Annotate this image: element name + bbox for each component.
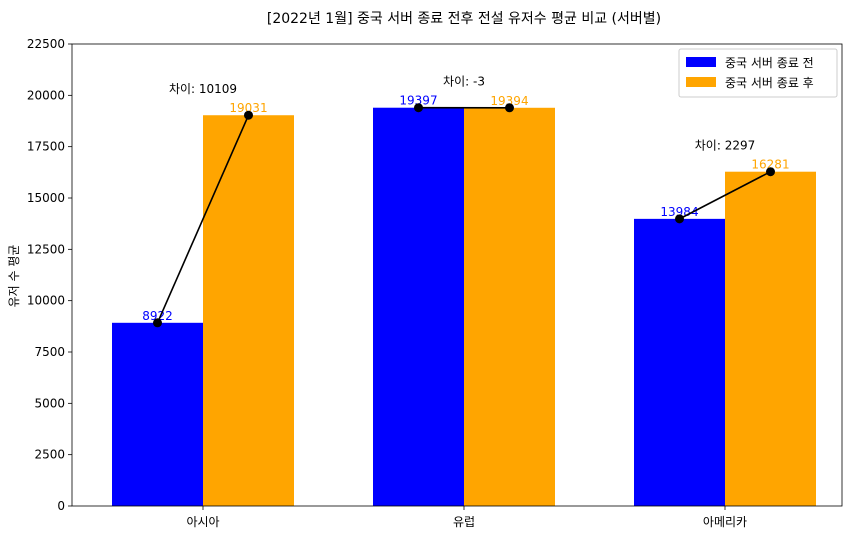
y-tick-label-5: 12500 xyxy=(27,242,65,256)
bar-value-label-1-0: 19031 xyxy=(229,101,267,115)
y-tick-label-7: 17500 xyxy=(27,140,65,154)
bar-value-label-0-0: 8922 xyxy=(142,309,173,323)
difference-label-1: 차이: -3 xyxy=(443,75,485,89)
bar-value-label-1-1: 19394 xyxy=(490,94,528,108)
bar-1-2 xyxy=(725,171,816,507)
difference-label-0: 차이: 10109 xyxy=(169,82,237,96)
legend-label-0: 중국 서버 종료 전 xyxy=(725,56,814,70)
marker-before-2 xyxy=(675,214,684,224)
bar-1-0 xyxy=(203,115,294,506)
y-axis-label: 유저 수 평균 xyxy=(7,245,21,308)
connector-line-2 xyxy=(679,170,771,220)
bar-1-1 xyxy=(464,107,555,506)
y-axis: 0 2500 5000 7500 10000 12500 15000 17500 20000 22… xyxy=(27,37,72,513)
bar-0-1 xyxy=(373,107,464,506)
bar-value-label-0-2: 13984 xyxy=(660,205,698,219)
marker-after-1 xyxy=(505,103,514,113)
legend-swatch-1 xyxy=(686,77,716,87)
connector-line-0 xyxy=(156,114,250,324)
difference-label-2: 차이: 2297 xyxy=(695,139,755,153)
y-tick-label-0: 0 xyxy=(57,499,65,513)
legend-box xyxy=(678,48,838,98)
y-tick-label-4: 10000 xyxy=(27,294,65,308)
legend-label-1: 중국 서버 종료 후 xyxy=(725,76,814,90)
bar-0-2 xyxy=(634,218,725,506)
plot-area: 8922 19397 13984 19031 19394 16281 차이: 10109 차이… xyxy=(71,43,843,507)
marker-after-2 xyxy=(766,167,775,177)
plot-frame xyxy=(71,43,843,507)
legend-swatch-0 xyxy=(686,57,716,67)
y-tick-label-1: 2500 xyxy=(34,448,65,462)
marker-after-0 xyxy=(244,110,253,120)
bar-value-label-0-1: 19397 xyxy=(399,94,437,108)
bar-value-label-1-2: 16281 xyxy=(751,158,789,172)
y-tick-label-6: 15000 xyxy=(27,191,65,205)
x-axis: 아시아 유럽 아메리카 xyxy=(186,506,747,529)
y-tick-label-8: 20000 xyxy=(27,88,65,102)
y-tick-label-2: 5000 xyxy=(34,396,65,410)
x-tick-label-0: 아시아 xyxy=(186,515,219,529)
chart-title: [2022년 1월] 중국 서버 종료 전후 전설 유저수 평균 비교 (서버별… xyxy=(267,11,661,27)
legend: 중국 서버 종료 전중국 서버 종료 후 xyxy=(678,48,838,98)
y-tick-label-9: 22500 xyxy=(27,37,65,51)
y-tick-label-3: 7500 xyxy=(34,345,65,359)
x-tick-label-1: 유럽 xyxy=(453,515,475,529)
marker-before-1 xyxy=(414,103,423,113)
marker-before-0 xyxy=(153,318,162,328)
x-tick-label-2: 아메리카 xyxy=(703,515,747,529)
bar-0-0 xyxy=(112,322,203,506)
